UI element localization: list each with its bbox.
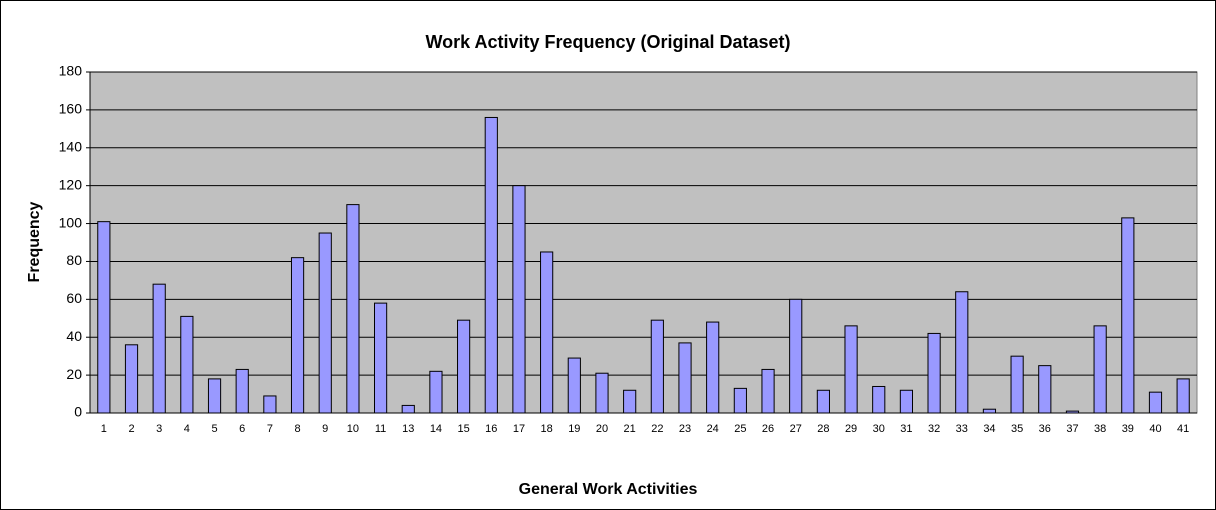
x-tick-label: 16 <box>485 423 497 435</box>
y-tick-label: 20 <box>66 366 82 382</box>
x-tick-label: 13 <box>402 423 414 435</box>
y-tick-label: 40 <box>66 328 82 344</box>
x-tick-label: 15 <box>457 423 469 435</box>
y-tick-label: 180 <box>59 63 83 79</box>
x-tick-label: 1 <box>101 423 107 435</box>
bar <box>1038 365 1052 414</box>
x-tick-label: 27 <box>790 423 802 435</box>
x-tick-label: 5 <box>211 423 217 435</box>
x-tick-label: 11 <box>375 423 386 435</box>
bar <box>844 325 858 414</box>
y-tick-label: 160 <box>59 101 83 117</box>
x-tick-label: 2 <box>128 423 134 435</box>
bar <box>180 315 194 414</box>
x-tick-label: 4 <box>184 423 190 435</box>
bar <box>706 321 720 414</box>
x-tick-label: 20 <box>596 423 608 435</box>
bar <box>1065 410 1080 414</box>
chart-title: Work Activity Frequency (Original Datase… <box>425 32 790 52</box>
bar <box>872 385 886 414</box>
bar <box>484 116 498 414</box>
x-tick-label: 28 <box>817 423 829 435</box>
y-axis-label: Frequency <box>26 201 43 282</box>
x-tick-label: 3 <box>156 423 162 435</box>
y-tick-label: 0 <box>74 404 82 420</box>
bar <box>235 368 249 414</box>
bar <box>899 389 914 414</box>
x-tick-label: 39 <box>1122 423 1134 435</box>
x-tick-label: 32 <box>928 423 940 435</box>
bar <box>318 232 332 414</box>
x-tick-label: 38 <box>1094 423 1106 435</box>
x-tick-label: 9 <box>322 423 328 435</box>
plot-area <box>89 71 1198 414</box>
x-tick-label: 31 <box>900 423 912 435</box>
bar <box>761 368 775 414</box>
y-tick-label: 100 <box>59 214 83 230</box>
bar <box>816 389 830 414</box>
x-tick-label: 6 <box>239 423 245 435</box>
bar <box>540 251 554 414</box>
bar <box>152 283 166 414</box>
x-tick-label: 19 <box>568 423 580 435</box>
x-tick-label: 26 <box>762 423 774 435</box>
bar <box>789 298 803 414</box>
bar <box>512 185 526 414</box>
bar <box>595 372 609 414</box>
x-tick-label: 18 <box>541 423 553 435</box>
bar <box>623 389 637 414</box>
bar <box>1121 217 1135 414</box>
x-tick-label: 35 <box>1011 423 1023 435</box>
x-tick-label: 22 <box>651 423 663 435</box>
x-tick-label: 36 <box>1039 423 1051 435</box>
bar <box>97 221 111 414</box>
bar <box>982 408 997 414</box>
x-tick-label: 37 <box>1066 423 1078 435</box>
x-tick-label: 17 <box>513 423 525 435</box>
x-tick-label: 7 <box>267 423 273 435</box>
bar <box>650 319 664 414</box>
bar <box>567 357 581 414</box>
x-tick-label: 40 <box>1149 423 1161 435</box>
bar <box>733 387 747 414</box>
x-tick-label: 8 <box>295 423 301 435</box>
y-tick-label: 80 <box>66 252 82 268</box>
bar <box>429 370 443 414</box>
x-tick-label: 23 <box>679 423 691 435</box>
x-tick-label: 41 <box>1177 423 1189 435</box>
bar <box>1010 355 1024 414</box>
bar <box>373 302 388 414</box>
bar <box>124 344 139 414</box>
bar <box>263 395 277 414</box>
x-tick-label: 14 <box>430 423 442 435</box>
bar <box>290 257 305 414</box>
bar <box>457 319 471 414</box>
y-tick-label: 60 <box>66 290 82 306</box>
bar <box>927 332 941 414</box>
bar <box>207 378 222 414</box>
bar <box>401 404 415 414</box>
x-tick-label: 25 <box>734 423 746 435</box>
x-tick-label: 29 <box>845 423 857 435</box>
x-tick-label: 24 <box>707 423 719 435</box>
bar <box>1176 378 1190 414</box>
x-tick-label: 33 <box>956 423 968 435</box>
bar <box>346 204 360 414</box>
bar <box>955 291 969 414</box>
y-tick-label: 140 <box>59 138 83 154</box>
x-tick-label: 34 <box>983 423 995 435</box>
x-axis-label: General Work Activities <box>519 481 698 498</box>
bar <box>1148 391 1163 414</box>
bar <box>678 342 692 414</box>
x-tick-label: 21 <box>624 423 636 435</box>
bar <box>1093 325 1107 414</box>
x-tick-label: 30 <box>873 423 885 435</box>
x-tick-label: 10 <box>347 423 359 435</box>
y-tick-label: 120 <box>59 176 83 192</box>
